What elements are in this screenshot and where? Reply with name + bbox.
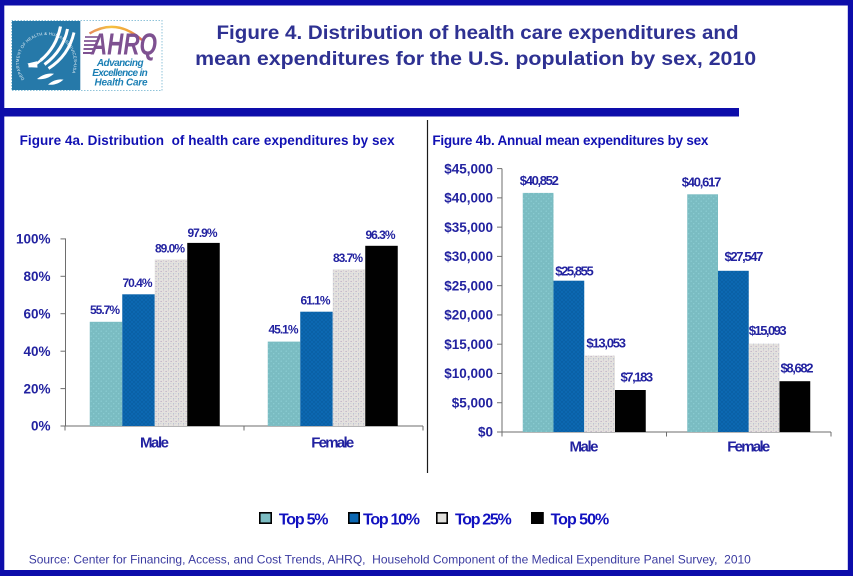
svg-text:$20,000: $20,000 [444, 308, 493, 323]
svg-text:Male: Male [140, 434, 169, 451]
svg-text:89.0%: 89.0% [155, 242, 185, 256]
svg-text:$7,183: $7,183 [621, 370, 654, 385]
svg-text:$15,093: $15,093 [749, 323, 787, 338]
svg-text:$40,852: $40,852 [520, 173, 559, 188]
svg-text:Figure 4. Distribution of heal: Figure 4. Distribution of health care ex… [217, 23, 739, 44]
svg-text:Top 25%: Top 25% [455, 512, 512, 529]
svg-text:Top 5%: Top 5% [279, 512, 329, 529]
svg-text:20%: 20% [23, 381, 50, 396]
svg-text:Excellence in: Excellence in [92, 68, 148, 79]
svg-text:70.4%: 70.4% [123, 276, 153, 290]
svg-text:mean expenditures for the U.S.: mean expenditures for the U.S. populatio… [195, 49, 756, 70]
svg-text:$25,000: $25,000 [444, 278, 493, 293]
svg-text:Female: Female [727, 438, 770, 455]
svg-text:40%: 40% [23, 344, 50, 359]
svg-text:55.7%: 55.7% [90, 303, 120, 317]
svg-text:Female: Female [311, 434, 354, 451]
svg-text:$25,855: $25,855 [555, 264, 593, 279]
svg-text:$45,000: $45,000 [444, 161, 493, 176]
svg-text:Health Care: Health Care [95, 78, 148, 89]
svg-text:$0: $0 [478, 425, 493, 440]
svg-text:Top 10%: Top 10% [363, 512, 420, 529]
svg-text:$13,053: $13,053 [586, 336, 626, 351]
svg-text:$30,000: $30,000 [444, 249, 493, 264]
svg-text:$35,000: $35,000 [444, 220, 493, 235]
svg-text:AHRQ: AHRQ [90, 27, 157, 62]
svg-text:Advancing: Advancing [96, 58, 144, 69]
svg-text:100%: 100% [16, 232, 51, 247]
svg-text:61.1%: 61.1% [301, 293, 331, 307]
svg-text:Male: Male [570, 438, 599, 455]
svg-text:Source: Center for Financing,: Source: Center for Financing, Access, an… [29, 553, 751, 567]
svg-text:$27,547: $27,547 [725, 249, 764, 264]
svg-text:97.9%: 97.9% [188, 226, 218, 240]
svg-text:83.7%: 83.7% [333, 251, 363, 265]
svg-text:$8,682: $8,682 [781, 361, 814, 376]
svg-text:Figure 4a. Distribution of he: Figure 4a. Distribution of health care e… [20, 133, 395, 148]
svg-text:Top 50%: Top 50% [551, 512, 610, 529]
svg-text:96.3%: 96.3% [366, 228, 396, 242]
svg-text:60%: 60% [23, 306, 50, 321]
svg-text:0%: 0% [31, 419, 51, 434]
svg-text:80%: 80% [23, 269, 50, 284]
svg-text:$15,000: $15,000 [444, 337, 493, 352]
svg-text:Figure 4b. Annual mean expendi: Figure 4b. Annual mean expenditures by s… [432, 133, 708, 148]
svg-text:$40,617: $40,617 [682, 174, 722, 189]
svg-text:45.1%: 45.1% [269, 323, 299, 337]
svg-text:$5,000: $5,000 [452, 395, 493, 410]
svg-text:$40,000: $40,000 [444, 191, 493, 206]
svg-text:$10,000: $10,000 [444, 366, 493, 381]
